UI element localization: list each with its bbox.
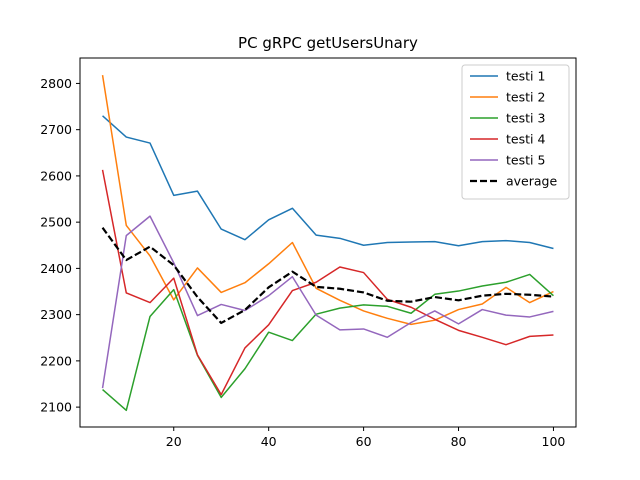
legend-label: testi 2 <box>506 90 545 105</box>
series-line-testi-3 <box>102 273 554 412</box>
y-tick-label: 2500 <box>40 215 72 230</box>
x-tick-label: 80 <box>451 434 467 449</box>
series-line-testi-1 <box>102 115 554 250</box>
legend-label: testi 5 <box>506 153 545 168</box>
x-tick-label: 60 <box>356 434 372 449</box>
legend-box <box>461 64 570 200</box>
x-tick-label: 20 <box>166 434 182 449</box>
y-tick-label: 2300 <box>40 307 72 322</box>
series-line-testi-2 <box>101 74 554 326</box>
y-tick-label: 2400 <box>40 261 72 276</box>
axes-frame <box>79 57 577 428</box>
y-tick-label: 2700 <box>40 122 72 137</box>
y-tick-label: 2600 <box>40 168 72 183</box>
series-line-average <box>101 227 554 325</box>
x-tick-label: 40 <box>261 434 277 449</box>
y-tick-label: 2200 <box>40 353 72 368</box>
x-tick-label: 100 <box>542 434 566 449</box>
legend-label: testi 1 <box>506 69 545 84</box>
y-axis: 2100 2200 2300 2400 2500 2600 2700 2800 <box>40 76 80 415</box>
x-axis: 20 40 60 80 100 <box>166 427 566 449</box>
y-tick-label: 2800 <box>40 76 72 91</box>
series-line-testi-4 <box>101 169 554 396</box>
series-layer <box>101 74 554 412</box>
legend-label: testi 4 <box>506 132 545 147</box>
chart-title: PC gRPC getUsersUnary <box>238 34 418 52</box>
legend: testi 1 testi 2 testi 3 testi 4 testi 5 avera… <box>461 64 570 200</box>
legend-label: average <box>506 174 557 189</box>
y-tick-label: 2100 <box>40 400 72 415</box>
legend-label: testi 3 <box>506 111 545 126</box>
